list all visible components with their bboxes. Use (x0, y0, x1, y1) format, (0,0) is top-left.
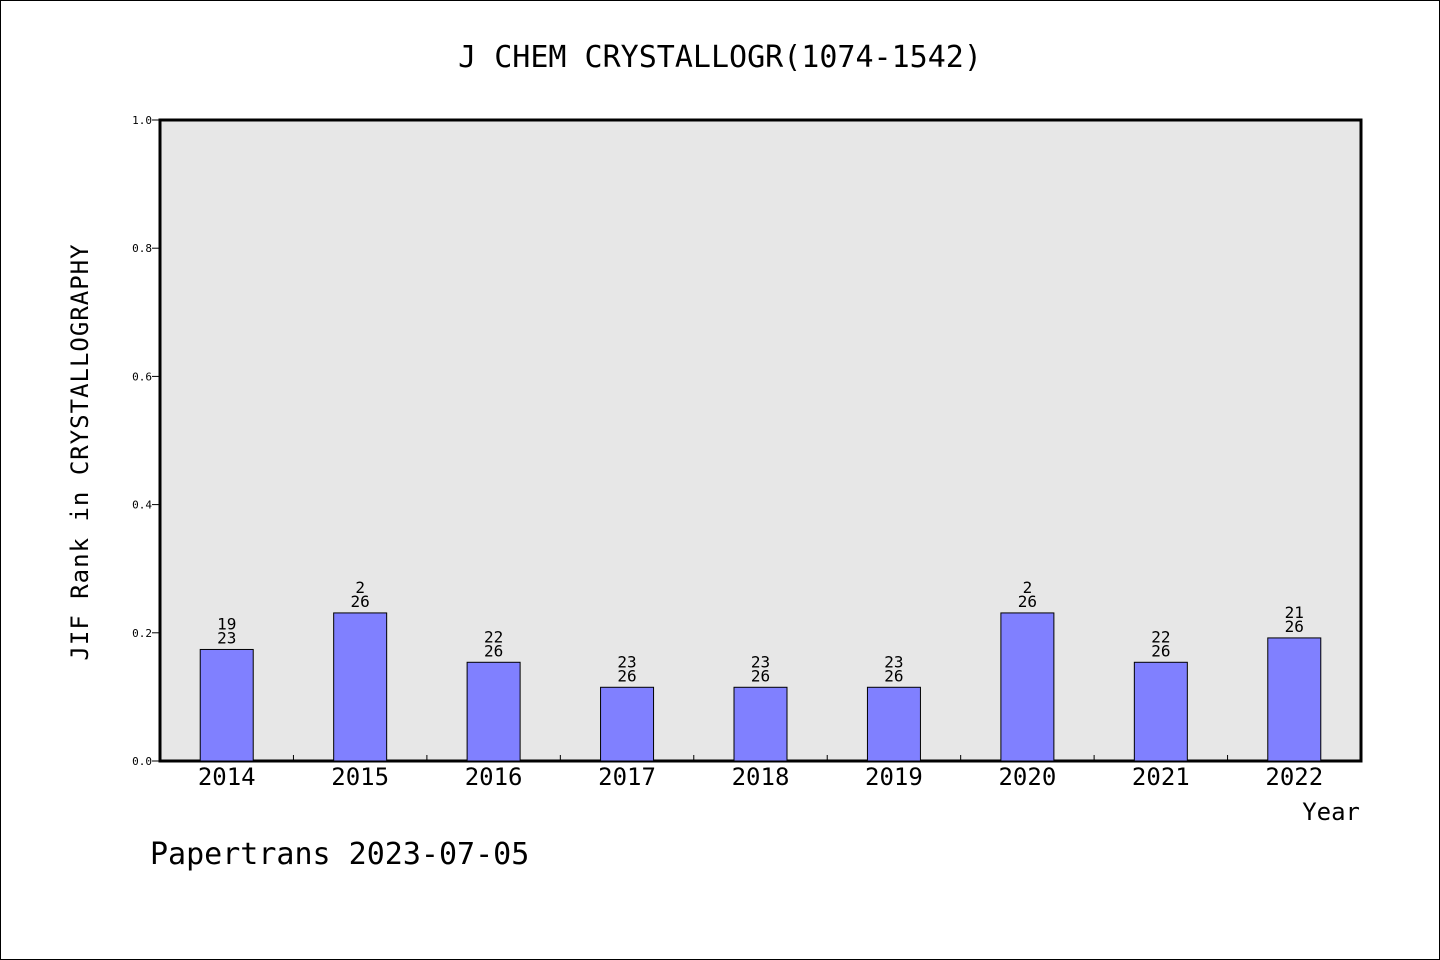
y-tick-label: 0.4 (132, 499, 152, 512)
bar-total-label-2017: 26 (617, 666, 636, 685)
bar-rank-label-2018: 23 (751, 652, 770, 671)
x-tick-label-2019: 2019 (865, 763, 923, 791)
x-axis-label: Year (1302, 798, 1360, 826)
bar-rank-label-2017: 23 (617, 652, 636, 671)
x-tick-label-2016: 2016 (465, 763, 523, 791)
x-tick-label-2014: 2014 (198, 763, 256, 791)
bar-rank-label-2019: 23 (884, 652, 903, 671)
footer-watermark: Papertrans 2023-07-05 (150, 837, 529, 872)
bar-rank-label-2015: 2 (355, 578, 365, 597)
x-tick-label-2020: 2020 (998, 763, 1056, 791)
bar-2019 (866, 686, 921, 762)
bar-2018 (733, 686, 788, 762)
y-tick-label: 0.6 (132, 370, 152, 383)
y-axis: 0.0 0.2 0.4 0.6 0.8 1.0 (132, 114, 160, 768)
bar-rank-label-2021: 22 (1151, 627, 1170, 646)
x-tick-label-2021: 2021 (1132, 763, 1190, 791)
bar-2015 (333, 612, 388, 762)
x-tick-label-2017: 2017 (598, 763, 656, 791)
chart-title: J CHEM CRYSTALLOGR(1074-1542) (458, 40, 982, 75)
bar-2016 (466, 661, 521, 762)
y-tick-label: 0.2 (132, 627, 152, 640)
y-tick-label: 1.0 (132, 114, 152, 127)
bar-total-label-2022: 26 (1285, 617, 1304, 636)
bar-total-label-2014: 23 (217, 628, 236, 647)
x-tick-label-2022: 2022 (1265, 763, 1323, 791)
bar-rank-label-2014: 19 (217, 614, 236, 633)
bar-total-label-2016: 26 (484, 641, 503, 660)
bar-2022 (1267, 637, 1322, 762)
bar-total-label-2019: 26 (884, 666, 903, 685)
x-axis: 2014 2015 2016 2017 2018 2019 2020 2021 2022 (198, 755, 1323, 791)
bar-2014 (199, 648, 254, 762)
bar-total-label-2020: 26 (1018, 592, 1037, 611)
bar-rank-label-2022: 21 (1285, 603, 1304, 622)
y-tick-label: 0.8 (132, 242, 152, 255)
bars-group (199, 612, 1322, 762)
bar-2017 (600, 686, 655, 762)
bar-rank-label-2016: 22 (484, 627, 503, 646)
x-tick-label-2015: 2015 (331, 763, 389, 791)
bar-total-label-2021: 26 (1151, 641, 1170, 660)
bar-2020 (1000, 612, 1055, 762)
y-axis-label: JIF Rank in CRYSTALLOGRAPHY (66, 243, 94, 660)
bar-2021 (1133, 661, 1188, 762)
y-tick-label: 0.0 (132, 755, 152, 768)
bar-total-label-2015: 26 (351, 592, 370, 611)
bar-total-label-2018: 26 (751, 666, 770, 685)
bar-rank-label-2020: 2 (1023, 578, 1033, 597)
x-tick-label-2018: 2018 (732, 763, 790, 791)
